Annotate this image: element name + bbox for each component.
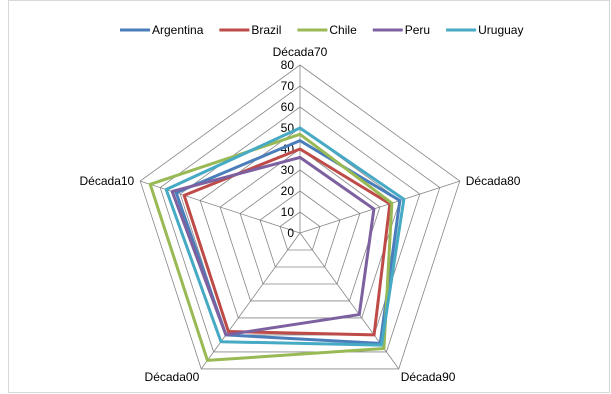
tick-label: 10: [281, 205, 295, 219]
series-line-uruguay: [164, 126, 406, 347]
legend-label: Uruguay: [478, 23, 523, 37]
grid-ring: [279, 211, 321, 251]
grid-ring: [219, 148, 381, 302]
grid-ring: [259, 190, 341, 268]
grid-ring: [239, 169, 361, 285]
axis-label: Década00: [145, 370, 200, 384]
grid-ring: [139, 64, 461, 370]
legend-label: Brazil: [251, 23, 281, 37]
legend-label: Chile: [329, 23, 357, 37]
tick-label: 0: [287, 226, 294, 240]
legend: Argentina Brazil Chile Peru Uruguay: [120, 23, 523, 37]
grid-ring: [179, 106, 421, 336]
legend-item-brazil: Brazil: [219, 23, 281, 37]
axis-label: Década80: [466, 174, 521, 188]
grid-spoke: [200, 232, 301, 370]
series-line-peru: [170, 155, 376, 337]
series-lines: [148, 126, 406, 362]
grid-ring: [199, 127, 401, 319]
axis-labels: Década70 Década80 Década90 Década00 Década10: [80, 45, 521, 384]
grid-spoke: [299, 180, 460, 234]
tick-label: 70: [281, 79, 295, 93]
tick-label: 80: [281, 58, 295, 72]
tick-label: 60: [281, 100, 295, 114]
plot-border: [8, 0, 610, 393]
axis-label: Década10: [80, 174, 135, 188]
legend-item-peru: Peru: [372, 23, 430, 37]
axis-label: Década70: [273, 45, 328, 59]
series-line-chile: [148, 132, 394, 362]
legend-item-uruguay: Uruguay: [446, 23, 523, 37]
legend-item-argentina: Argentina: [120, 23, 204, 37]
legend-item-chile: Chile: [297, 23, 357, 37]
tick-label: 20: [281, 184, 295, 198]
grid-ring: [159, 85, 441, 353]
series-line-brazil: [182, 147, 392, 337]
legend-label: Argentina: [152, 23, 204, 37]
legend-label: Peru: [405, 23, 430, 37]
axis-label: Década90: [401, 370, 456, 384]
tick-label: 30: [281, 163, 295, 177]
